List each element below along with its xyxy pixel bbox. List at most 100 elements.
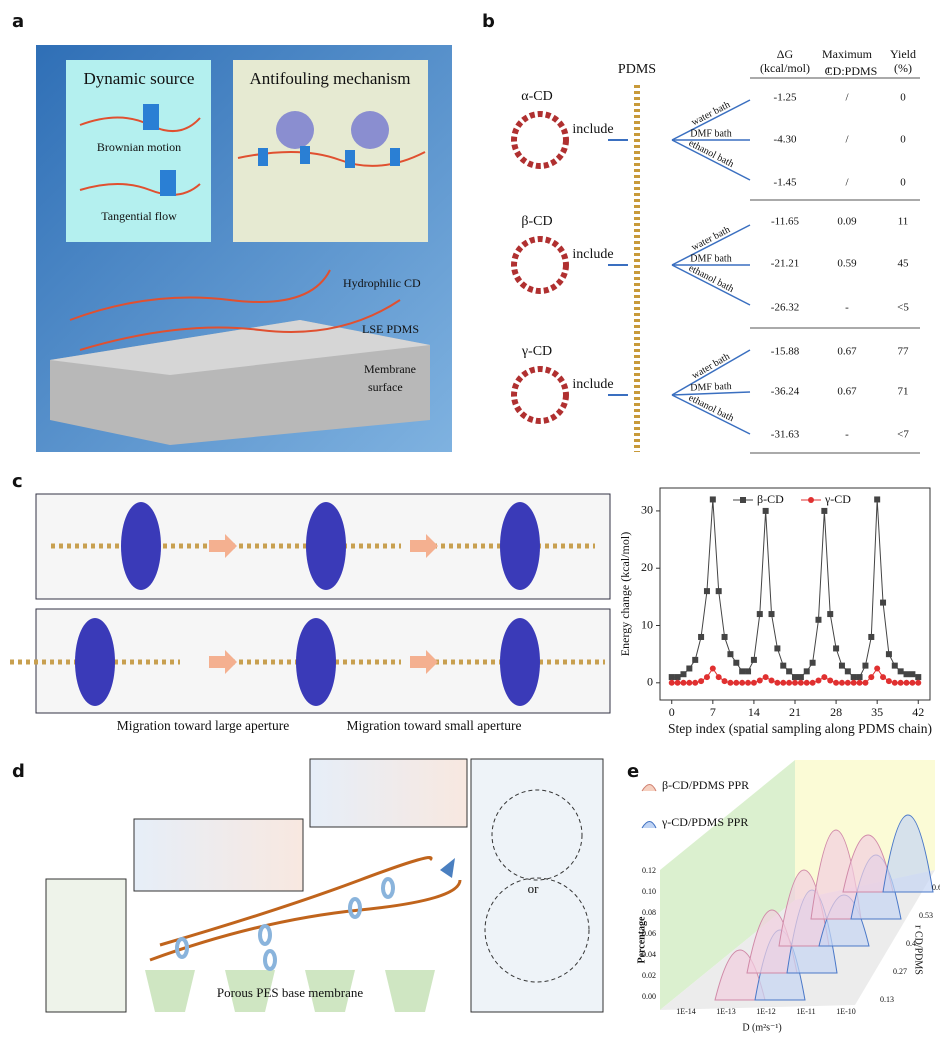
point <box>885 678 892 685</box>
legend-swatch <box>641 784 657 792</box>
point <box>768 611 775 618</box>
point <box>703 674 710 681</box>
point <box>862 662 869 669</box>
point <box>721 678 728 685</box>
legend-swatch <box>641 821 657 829</box>
point <box>880 674 887 681</box>
chain-label: PDMS <box>618 62 656 77</box>
point <box>868 633 875 640</box>
point <box>709 496 716 503</box>
y-tick-label: 0.02 <box>642 971 656 980</box>
point <box>909 671 916 678</box>
membrane-top <box>50 320 430 375</box>
table-cell: - <box>845 429 849 441</box>
legend-marker <box>808 497 814 503</box>
callout: Membrane <box>364 362 416 376</box>
cd-rings <box>175 877 395 971</box>
table-cell: -1.25 <box>774 92 797 104</box>
point <box>774 645 781 652</box>
point <box>915 679 922 686</box>
point <box>797 674 804 681</box>
cd-molecule <box>75 618 115 706</box>
bath-label: ethanol bath <box>687 263 736 295</box>
point <box>692 656 699 663</box>
z-tick-label: 0.4 <box>906 939 916 948</box>
point <box>868 674 875 681</box>
y-tick-label: 0.08 <box>642 908 656 917</box>
dye <box>440 858 455 878</box>
point <box>727 651 734 658</box>
legend-label: β-CD/PDMS PPR <box>662 778 749 792</box>
col-header: Yield <box>890 47 916 61</box>
cd-ring <box>160 170 176 196</box>
x-axis-label: Step index (spatial sampling along PDMS … <box>668 721 932 736</box>
point <box>780 679 787 686</box>
col-header: (kcal/mol) <box>760 61 810 75</box>
table-cell: 45 <box>898 258 910 270</box>
x-tick-label: 7 <box>710 705 716 719</box>
table-cell: -21.21 <box>771 258 799 270</box>
chain <box>79 299 401 351</box>
point <box>833 679 840 686</box>
table-cell: -31.63 <box>771 429 800 441</box>
z-axis-label: r CD/PDMS <box>913 925 924 975</box>
arrow <box>671 224 751 266</box>
point <box>827 611 834 618</box>
include-label: include <box>572 247 613 262</box>
x-tick-label: 28 <box>830 705 842 719</box>
point <box>733 659 740 666</box>
arrow <box>410 650 438 674</box>
y-tick-label: 0.06 <box>642 929 656 938</box>
base-label: Porous PES base membrane <box>217 985 363 1000</box>
point <box>885 651 892 658</box>
y-tick-label: 0.00 <box>642 992 656 1001</box>
y-tick-label: 30 <box>641 503 653 517</box>
point <box>897 668 904 675</box>
table-cell: -36.24 <box>771 386 800 398</box>
foulant <box>276 111 314 149</box>
bath-label: ethanol bath <box>687 138 736 170</box>
caption: Migration toward large aperture <box>117 718 290 733</box>
table-cell: / <box>845 134 849 146</box>
point <box>762 507 769 514</box>
table-cell: 0 <box>900 134 906 146</box>
arrow <box>671 139 751 181</box>
point <box>862 679 869 686</box>
point <box>698 678 705 685</box>
cd-ring <box>143 104 159 130</box>
arrow <box>209 650 237 674</box>
point <box>686 665 693 672</box>
cd-molecule <box>500 618 540 706</box>
point <box>668 674 675 681</box>
callout: Hydrophilic CD <box>343 276 421 290</box>
table-cell: / <box>845 177 849 189</box>
point <box>692 679 699 686</box>
cd-molecule <box>500 502 540 590</box>
x-tick-label: 1E-13 <box>716 1007 736 1016</box>
table-cell: -11.65 <box>771 216 800 228</box>
col-header: ΔG <box>777 47 794 61</box>
point <box>915 674 922 681</box>
structure-box <box>309 758 468 828</box>
point <box>850 679 857 686</box>
table-cell: 0.67 <box>837 346 857 358</box>
point <box>874 496 881 503</box>
point <box>774 679 781 686</box>
point <box>891 679 898 686</box>
table-cell: <5 <box>897 302 909 314</box>
callout: LSE PDMS <box>362 322 419 336</box>
point <box>698 633 705 640</box>
x-tick-label: 1E-10 <box>836 1007 856 1016</box>
point <box>739 679 746 686</box>
table-cell: 0.09 <box>837 216 857 228</box>
host-label: α-CD <box>521 89 552 104</box>
chain <box>69 269 331 321</box>
panel-label: e <box>627 761 639 782</box>
or-text: or <box>528 881 540 896</box>
col-header: r <box>827 62 831 76</box>
table-cell: 0 <box>900 92 906 104</box>
point <box>680 679 687 686</box>
arrow <box>671 349 751 396</box>
bath-label: DMF bath <box>690 128 731 139</box>
arrow <box>209 534 237 558</box>
